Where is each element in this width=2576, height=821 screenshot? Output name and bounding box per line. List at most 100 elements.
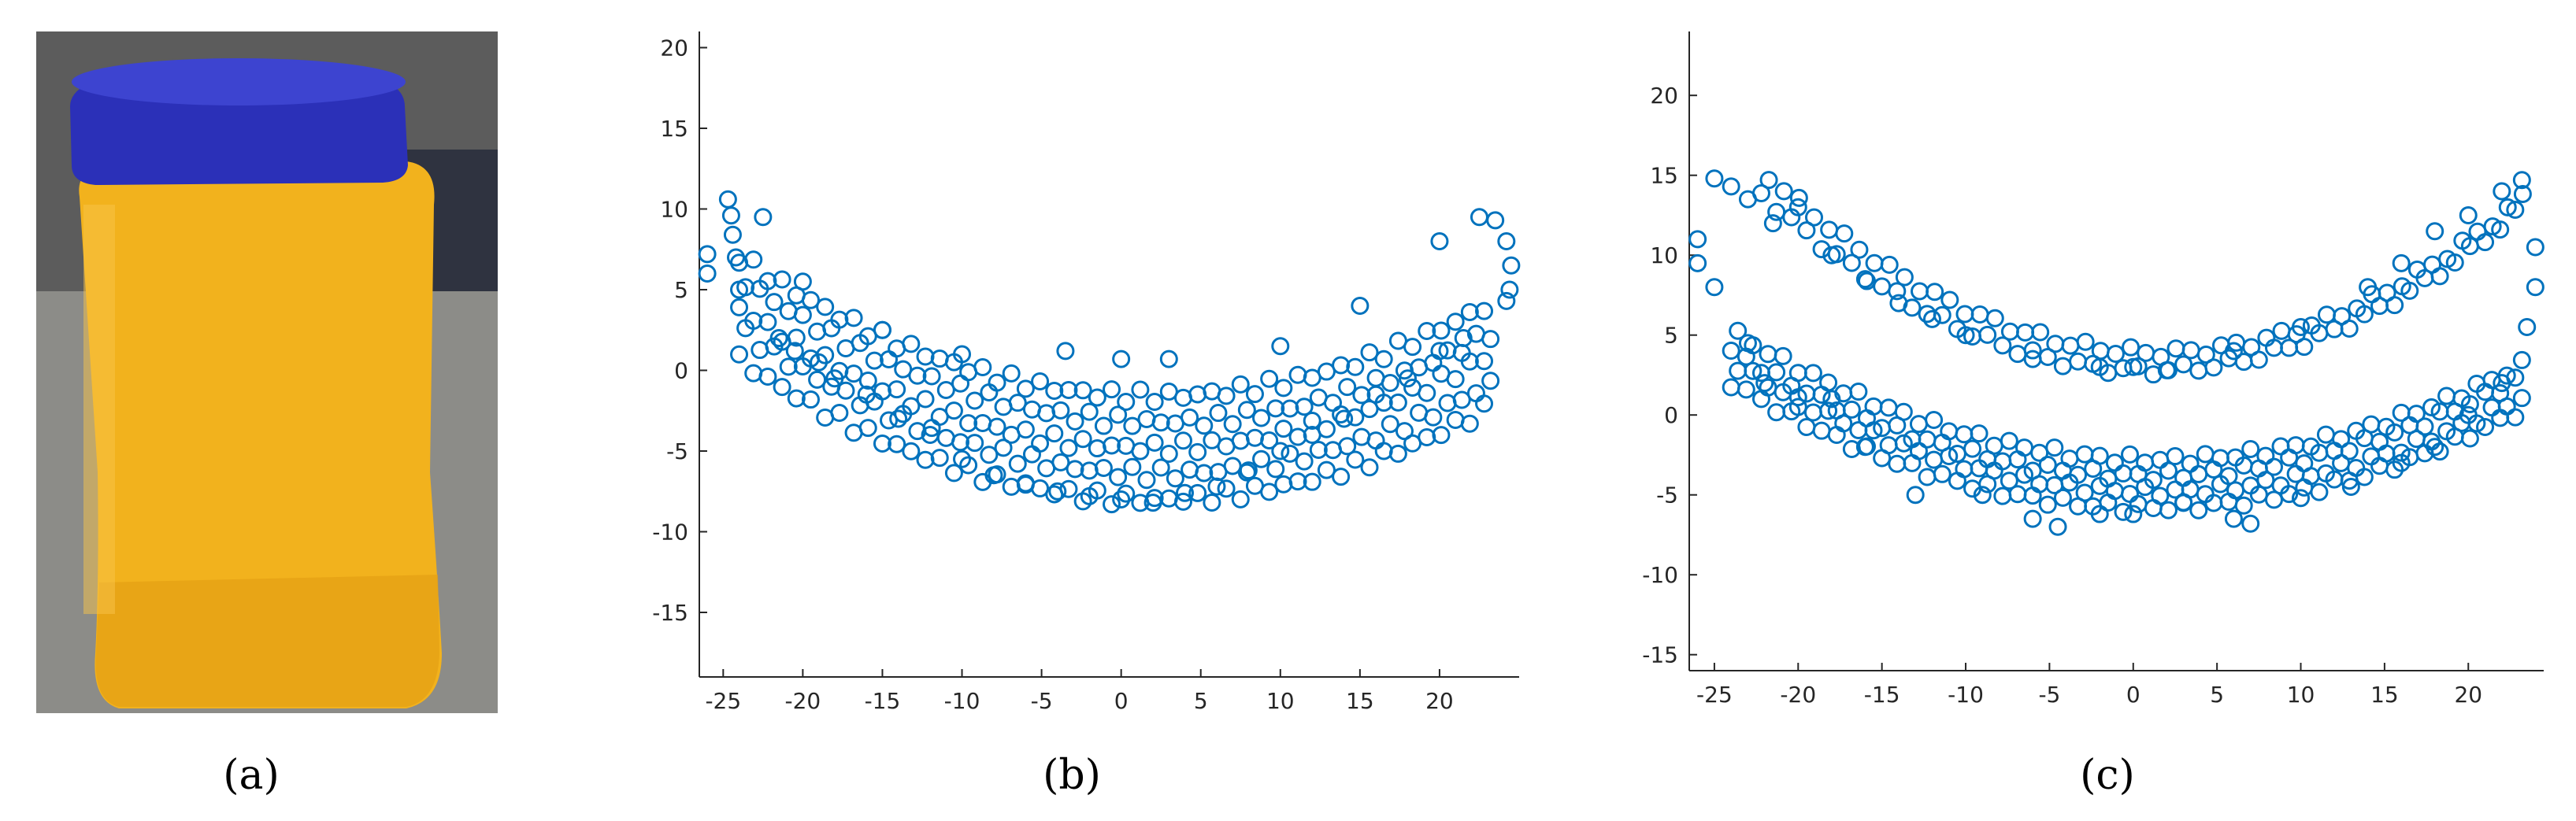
data-point-c: [1729, 361, 1748, 380]
data-point-b: [1112, 349, 1131, 368]
data-point-c: [1688, 230, 1707, 249]
data-point-b: [1303, 426, 1321, 444]
data-point-c: [1774, 346, 1792, 365]
data-point-c: [1926, 283, 1944, 301]
data-point-b: [769, 329, 788, 347]
data-point-b: [744, 311, 763, 330]
data-point-c: [1993, 336, 2012, 355]
data-point-c: [2482, 398, 2501, 417]
data-point-b: [1252, 409, 1271, 427]
data-point-b: [984, 466, 1003, 485]
data-point-b: [830, 310, 849, 329]
x-tick-label-c: 10: [2287, 682, 2315, 708]
data-point-b: [953, 449, 972, 468]
data-point-c: [2264, 457, 2283, 476]
data-point-c: [1803, 403, 1822, 422]
data-point-b: [1317, 460, 1336, 479]
data-point-b: [988, 373, 1006, 392]
data-point-c: [1894, 402, 1913, 421]
data-point-b: [1008, 454, 1027, 473]
data-point-b: [1388, 444, 1407, 463]
data-point-b: [1388, 393, 1407, 412]
data-point-c: [2512, 350, 2531, 369]
data-point-c: [2362, 447, 2381, 466]
data-point-c: [2106, 344, 2125, 363]
data-point-c: [1729, 321, 1748, 340]
data-point-c: [1978, 325, 1997, 344]
y-tick-label-c: -5: [1656, 483, 1678, 509]
data-point-c: [1955, 305, 1974, 324]
data-point-c: [1873, 277, 1892, 296]
x-tick-label-c: -25: [1696, 682, 1733, 708]
data-point-b: [1188, 442, 1207, 461]
data-point-b: [908, 366, 927, 385]
data-point-c: [1940, 290, 1959, 309]
y-tick-label-b: -10: [652, 520, 688, 545]
data-point-c: [2014, 438, 2033, 457]
y-tick-label-c: -10: [1642, 562, 1678, 588]
data-point-c: [1738, 334, 1757, 353]
data-point-c: [2295, 454, 2314, 473]
data-point-b: [916, 390, 935, 409]
data-point-b: [1424, 408, 1443, 427]
data-point-c: [2476, 418, 2495, 437]
data-point-b: [1432, 321, 1451, 340]
data-point-b: [1346, 408, 1365, 427]
panel-label-a: (a): [223, 752, 280, 799]
data-point-c: [2347, 459, 2366, 478]
data-point-b: [980, 446, 999, 464]
data-point-c: [1822, 246, 1841, 264]
data-point-b: [1366, 385, 1385, 404]
data-point-c: [2151, 486, 2170, 505]
data-point-c: [1804, 208, 1823, 227]
x-tick-label-c: -15: [1864, 682, 1900, 708]
data-point-b: [1094, 458, 1113, 477]
y-tick-label-b: -5: [666, 438, 688, 464]
data-point-b: [1430, 232, 1449, 250]
data-point-b: [830, 404, 849, 423]
data-point-b: [1131, 442, 1150, 460]
data-point-c: [2430, 442, 2449, 461]
data-point-c: [2099, 494, 2118, 512]
data-point-b: [1486, 211, 1505, 230]
data-point-b: [930, 449, 949, 468]
data-point-b: [1143, 494, 1162, 512]
data-point-b: [1281, 399, 1299, 418]
y-tick-label-c: 10: [1650, 242, 1678, 268]
data-point-b: [894, 360, 913, 379]
data-point-b: [1051, 401, 1070, 420]
data-point-b: [973, 357, 992, 376]
data-point-b: [1112, 490, 1131, 509]
data-point-b: [1103, 495, 1121, 514]
data-point-b: [1059, 380, 1078, 399]
data-point-c: [1705, 169, 1724, 188]
data-point-c: [2317, 305, 2336, 324]
data-point-c: [2332, 430, 2351, 449]
data-point-b: [1151, 458, 1170, 477]
data-point-c: [2121, 485, 2140, 504]
data-point-c: [2256, 446, 2275, 465]
data-point-b: [1332, 356, 1351, 375]
data-point-b: [1460, 414, 1479, 433]
data-point-b: [1181, 408, 1199, 427]
data-point-b: [773, 270, 791, 289]
data-point-c: [1925, 410, 1944, 429]
data-point-c: [1849, 383, 1868, 401]
data-point-b: [1260, 369, 1279, 388]
data-point-c: [2023, 341, 2042, 360]
data-point-b: [1195, 464, 1214, 483]
data-point-b: [1002, 364, 1021, 383]
x-tick-label-b: -5: [1031, 688, 1053, 714]
data-point-b: [1432, 426, 1451, 445]
data-point-c: [1970, 424, 1989, 443]
x-tick-label-c: 5: [2210, 682, 2224, 708]
data-point-c: [2008, 345, 2027, 364]
data-point-b: [1207, 477, 1226, 496]
data-point-c: [1880, 255, 1899, 274]
data-point-b: [889, 409, 908, 428]
data-point-b: [1295, 398, 1314, 416]
data-point-c: [2000, 472, 2018, 490]
data-point-c: [2392, 443, 2411, 462]
data-point-b: [1360, 458, 1379, 477]
data-point-b: [902, 442, 921, 460]
